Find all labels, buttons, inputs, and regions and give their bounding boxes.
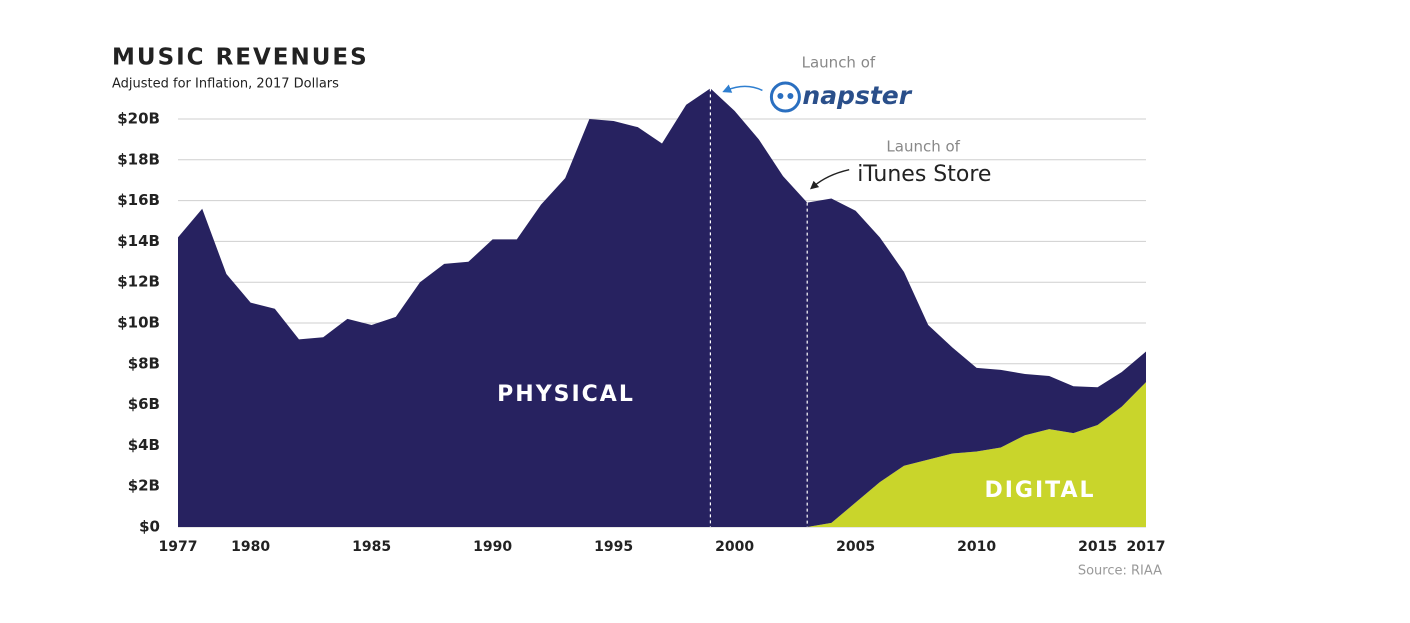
y-tick-label: $4B [128,436,160,454]
annotation-text: napster [802,81,912,110]
napster-logo [769,81,801,113]
x-tick-label: 2000 [715,539,754,555]
annotation-arrow [810,168,850,190]
x-tick-label: 1995 [594,539,633,555]
x-tick-label: 2015 [1078,539,1117,555]
x-tick-label: 2010 [957,539,996,555]
source: Source: RIAA [1078,564,1162,579]
napster-logo-eye [777,93,784,99]
napster-logo-eye [787,93,794,99]
annotation-text: iTunes Store [857,162,991,187]
series-label: PHYSICAL [497,382,635,407]
y-tick-label: $18B [117,150,160,168]
chart-title: MUSIC REVENUES [112,45,369,71]
x-tick-label: 1980 [231,539,270,555]
y-tick-label: $2B [128,477,160,495]
annotation-label: Launch of [802,54,876,72]
x-tick-label: 1977 [159,539,198,555]
annotation-arrow [722,84,763,93]
y-tick-label: $10B [117,314,160,332]
y-tick-label: $0 [139,518,160,536]
y-tick-label: $8B [128,354,160,372]
annotation-label: Launch of [886,138,960,156]
y-tick-label: $16B [117,191,160,209]
series-label: DIGITAL [984,478,1095,503]
x-tick-label: 2017 [1127,539,1166,555]
y-tick-label: $6B [128,395,160,413]
area [178,382,1146,527]
x-tick-label: 2005 [836,539,875,555]
x-tick-label: 1990 [473,539,512,555]
y-tick-label: $14B [117,232,160,250]
y-tick-label: $20B [117,110,160,128]
y-tick-label: $12B [117,273,160,291]
area [178,88,1146,528]
chart-subtitle: Adjusted for Inflation, 2017 Dollars [112,77,339,92]
x-tick-label: 1985 [352,539,391,555]
